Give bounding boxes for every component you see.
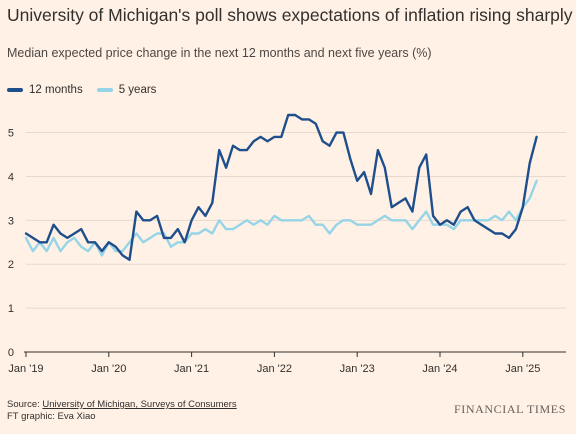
legend-item-12-months: 12 months [7,84,83,96]
series-line-5-years [24,179,538,257]
x-tick-label: Jan '25 [505,363,540,375]
legend-swatch-12-months [7,88,23,92]
legend-label-12-months: 12 months [29,84,83,96]
graphic-credit: FT graphic: Eva Xiao [7,410,96,422]
x-tick-label: Jan '23 [340,363,375,375]
x-tick-label: Jan '24 [422,363,457,375]
ft-logo: FINANCIAL TIMES [453,402,566,416]
legend-label-5-years: 5 years [118,84,157,96]
legend-swatch-5-years [96,88,113,92]
y-tick-label: 5 [8,128,14,140]
x-tick-label: Jan '19 [8,363,43,375]
source-link[interactable]: University of Michigan, Surveys of Consu… [42,399,237,410]
series-line-12-months [24,113,538,261]
x-tick-label: Jan '22 [257,363,292,375]
x-tick-label: Jan '20 [91,363,126,375]
chart-title: University of Michigan's poll shows expe… [7,5,573,25]
y-tick-label: 1 [8,303,14,315]
source-note: Source: University of Michigan, Surveys … [7,399,237,422]
x-tick-label: Jan '21 [174,363,209,375]
y-tick-label: 4 [8,171,14,183]
y-tick-label: 0 [8,347,14,359]
source-prefix: Source: [7,399,43,410]
legend-item-5-years: 5 years [96,84,157,96]
chart-subtitle: Median expected price change in the next… [7,46,432,60]
chart-legend: 12 months 5 years [7,84,170,96]
y-tick-label: 3 [8,215,14,227]
y-tick-label: 2 [8,259,14,271]
